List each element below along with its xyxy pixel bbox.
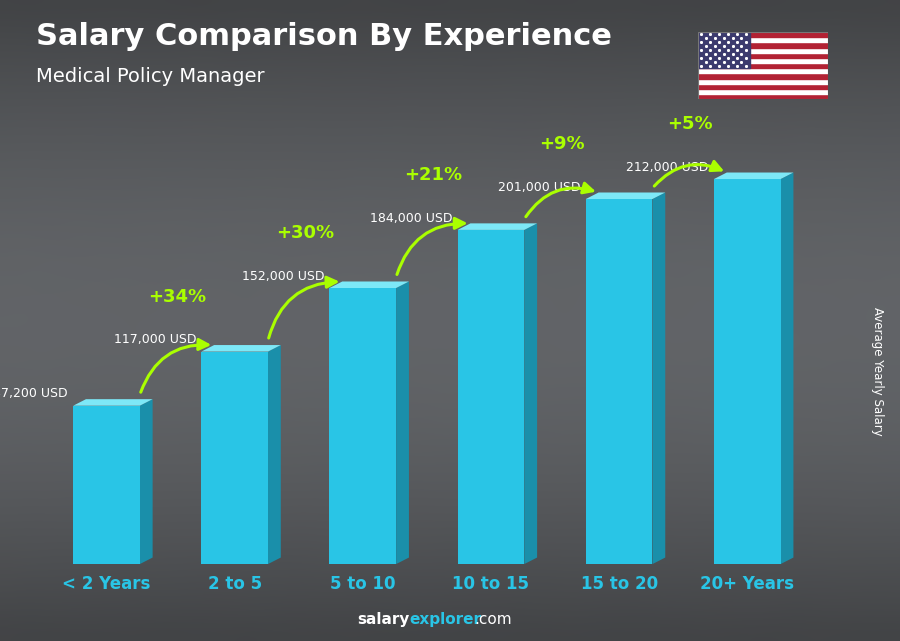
- Text: +34%: +34%: [148, 288, 206, 306]
- Bar: [698, 74, 828, 79]
- Text: Medical Policy Manager: Medical Policy Manager: [36, 67, 265, 87]
- FancyBboxPatch shape: [73, 406, 140, 564]
- Polygon shape: [329, 281, 409, 288]
- Polygon shape: [525, 223, 537, 564]
- FancyBboxPatch shape: [329, 288, 396, 564]
- Polygon shape: [140, 399, 153, 564]
- Text: +30%: +30%: [276, 224, 334, 242]
- Bar: [698, 42, 828, 47]
- FancyBboxPatch shape: [586, 199, 652, 564]
- Text: +21%: +21%: [404, 166, 463, 184]
- Text: +9%: +9%: [538, 135, 584, 153]
- Bar: [698, 79, 828, 84]
- Polygon shape: [202, 345, 281, 351]
- Bar: [698, 89, 828, 94]
- Polygon shape: [714, 172, 794, 179]
- Text: 152,000 USD: 152,000 USD: [242, 270, 324, 283]
- Polygon shape: [586, 192, 665, 199]
- Text: +5%: +5%: [667, 115, 713, 133]
- Polygon shape: [396, 281, 409, 564]
- Bar: [698, 94, 828, 99]
- FancyBboxPatch shape: [202, 351, 268, 564]
- Bar: [698, 47, 828, 53]
- Text: Salary Comparison By Experience: Salary Comparison By Experience: [36, 22, 612, 51]
- Text: explorer: explorer: [410, 612, 482, 627]
- Polygon shape: [268, 345, 281, 564]
- FancyBboxPatch shape: [714, 179, 780, 564]
- Bar: [698, 37, 828, 42]
- Text: 117,000 USD: 117,000 USD: [113, 333, 196, 346]
- Text: Average Yearly Salary: Average Yearly Salary: [871, 308, 884, 436]
- Polygon shape: [457, 223, 537, 230]
- Bar: [698, 32, 750, 69]
- Text: 201,000 USD: 201,000 USD: [499, 181, 580, 194]
- Polygon shape: [780, 172, 794, 564]
- Polygon shape: [73, 399, 153, 406]
- Bar: [698, 84, 828, 89]
- Bar: [698, 32, 828, 37]
- Bar: [698, 69, 828, 74]
- FancyBboxPatch shape: [457, 230, 525, 564]
- Bar: [698, 58, 828, 63]
- Polygon shape: [652, 192, 665, 564]
- Text: .com: .com: [474, 612, 512, 627]
- Text: 184,000 USD: 184,000 USD: [370, 212, 453, 225]
- Text: 87,200 USD: 87,200 USD: [0, 387, 68, 401]
- Bar: [698, 63, 828, 69]
- Text: 212,000 USD: 212,000 USD: [626, 161, 709, 174]
- Bar: [698, 53, 828, 58]
- Text: salary: salary: [357, 612, 410, 627]
